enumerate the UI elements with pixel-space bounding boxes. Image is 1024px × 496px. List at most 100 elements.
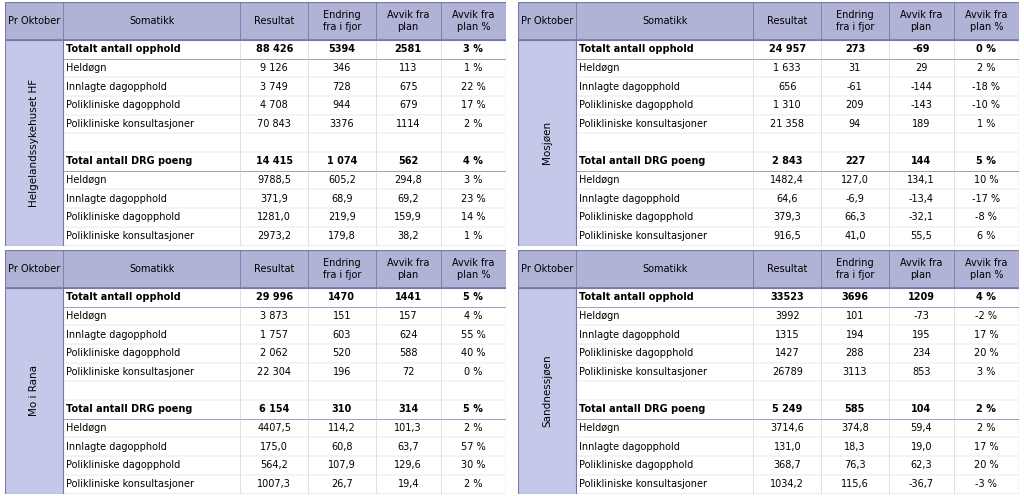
Text: Pr Oktober: Pr Oktober xyxy=(8,16,60,26)
Bar xyxy=(575,208,1019,227)
Text: 6 154: 6 154 xyxy=(259,404,290,414)
Text: 656: 656 xyxy=(778,82,797,92)
Text: 728: 728 xyxy=(333,82,351,92)
Bar xyxy=(5,40,62,246)
Text: Innlagte dagopphold: Innlagte dagopphold xyxy=(579,442,680,452)
Text: 2 %: 2 % xyxy=(977,423,995,433)
Text: 624: 624 xyxy=(399,330,418,340)
Text: 14 415: 14 415 xyxy=(256,156,293,166)
Bar xyxy=(575,189,1019,208)
Text: 26789: 26789 xyxy=(772,367,803,377)
Text: 916,5: 916,5 xyxy=(773,231,801,241)
Text: -8 %: -8 % xyxy=(976,212,997,223)
Text: Endring
fra i fjor: Endring fra i fjor xyxy=(836,10,874,32)
Text: 1 %: 1 % xyxy=(464,63,482,73)
Text: 175,0: 175,0 xyxy=(260,442,288,452)
Text: Heldøgn: Heldøgn xyxy=(66,311,106,321)
Text: 70 843: 70 843 xyxy=(257,119,291,129)
Bar xyxy=(575,77,1019,96)
Text: 24 957: 24 957 xyxy=(769,44,806,54)
Text: 1 633: 1 633 xyxy=(773,63,801,73)
Text: 3714,6: 3714,6 xyxy=(770,423,804,433)
Text: 310: 310 xyxy=(332,404,352,414)
Bar xyxy=(575,171,1019,189)
Text: 23 %: 23 % xyxy=(461,194,485,204)
Text: Polikliniske dagopphold: Polikliniske dagopphold xyxy=(579,460,693,471)
Text: 1315: 1315 xyxy=(775,330,800,340)
Text: 371,9: 371,9 xyxy=(260,194,288,204)
Text: Innlagte dagopphold: Innlagte dagopphold xyxy=(579,194,680,204)
Text: Polikliniske konsultasjoner: Polikliniske konsultasjoner xyxy=(66,367,194,377)
Text: 4 708: 4 708 xyxy=(260,100,288,110)
Text: 18,3: 18,3 xyxy=(844,442,865,452)
Text: -3 %: -3 % xyxy=(976,479,997,489)
Bar xyxy=(62,344,506,363)
Text: Polikliniske dagopphold: Polikliniske dagopphold xyxy=(66,348,180,358)
Text: 3 %: 3 % xyxy=(464,175,482,185)
Text: Polikliniske dagopphold: Polikliniske dagopphold xyxy=(579,100,693,110)
Bar xyxy=(62,133,506,152)
Text: 1007,3: 1007,3 xyxy=(257,479,291,489)
Bar xyxy=(575,400,1019,419)
Text: 3992: 3992 xyxy=(775,311,800,321)
Text: Somatikk: Somatikk xyxy=(129,264,174,274)
Text: Avvik fra
plan %: Avvik fra plan % xyxy=(966,10,1008,32)
Text: 9788,5: 9788,5 xyxy=(257,175,291,185)
Bar xyxy=(62,77,506,96)
Bar xyxy=(575,344,1019,363)
Text: 4 %: 4 % xyxy=(464,156,483,166)
Text: 2 062: 2 062 xyxy=(260,348,288,358)
Text: Endring
fra i fjor: Endring fra i fjor xyxy=(323,258,361,280)
Text: 29 996: 29 996 xyxy=(256,292,293,302)
Text: 603: 603 xyxy=(333,330,351,340)
Text: 131,0: 131,0 xyxy=(773,442,801,452)
Text: 1 310: 1 310 xyxy=(773,100,801,110)
Text: 675: 675 xyxy=(399,82,418,92)
Text: 55,5: 55,5 xyxy=(910,231,932,241)
Text: Innlagte dagopphold: Innlagte dagopphold xyxy=(66,330,167,340)
Text: 1114: 1114 xyxy=(396,119,421,129)
Text: 104: 104 xyxy=(911,404,932,414)
Bar xyxy=(575,227,1019,246)
Bar xyxy=(575,381,1019,400)
Text: 30 %: 30 % xyxy=(461,460,485,471)
Text: 374,8: 374,8 xyxy=(841,423,868,433)
Bar xyxy=(575,40,1019,59)
Text: 2 %: 2 % xyxy=(464,423,482,433)
Text: 520: 520 xyxy=(333,348,351,358)
Text: 38,2: 38,2 xyxy=(397,231,419,241)
Text: 3696: 3696 xyxy=(842,292,868,302)
Bar xyxy=(62,288,506,307)
Text: 2 %: 2 % xyxy=(977,404,996,414)
Text: 196: 196 xyxy=(333,367,351,377)
Bar xyxy=(62,363,506,381)
Text: 9 126: 9 126 xyxy=(260,63,288,73)
Text: 2 843: 2 843 xyxy=(772,156,803,166)
Bar xyxy=(575,475,1019,494)
Text: 1209: 1209 xyxy=(907,292,935,302)
Text: 17 %: 17 % xyxy=(974,442,998,452)
Text: 294,8: 294,8 xyxy=(394,175,422,185)
Bar xyxy=(5,250,506,288)
Text: 26,7: 26,7 xyxy=(331,479,352,489)
Text: Pr Oktober: Pr Oktober xyxy=(8,264,60,274)
Text: 3113: 3113 xyxy=(843,367,867,377)
Text: Somatikk: Somatikk xyxy=(642,16,687,26)
Text: 4 %: 4 % xyxy=(977,292,996,302)
Text: Heldøgn: Heldøgn xyxy=(579,311,620,321)
Bar xyxy=(575,363,1019,381)
Text: 17 %: 17 % xyxy=(974,330,998,340)
Text: 1281,0: 1281,0 xyxy=(257,212,291,223)
Bar xyxy=(62,59,506,77)
Text: 585: 585 xyxy=(845,404,865,414)
Bar xyxy=(575,288,1019,307)
Bar xyxy=(575,307,1019,325)
Text: 10 %: 10 % xyxy=(974,175,998,185)
Text: 3376: 3376 xyxy=(330,119,354,129)
Text: 127,0: 127,0 xyxy=(841,175,868,185)
Text: 853: 853 xyxy=(912,367,931,377)
Text: Avvik fra
plan: Avvik fra plan xyxy=(900,258,942,280)
Text: 189: 189 xyxy=(912,119,931,129)
Text: -13,4: -13,4 xyxy=(908,194,934,204)
Text: 22 %: 22 % xyxy=(461,82,485,92)
